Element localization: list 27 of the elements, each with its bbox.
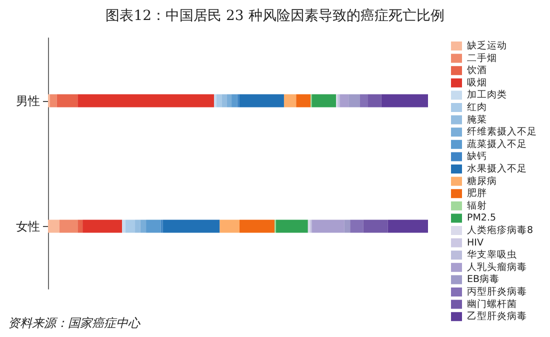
legend-label: 蔬菜摄入不足	[467, 138, 527, 150]
legend-label: 丙型肝炎病毒	[467, 286, 527, 298]
legend-label: 红肉	[467, 101, 487, 113]
legend-label: 饮酒	[466, 64, 487, 76]
legend-label: 吸烟	[467, 76, 487, 88]
legend-label: 加工肉类	[467, 88, 507, 101]
legend-label: 肥胖	[467, 187, 487, 200]
legend-label: 缺钙	[467, 150, 487, 162]
legend-label: 腌菜	[467, 113, 487, 126]
legend-label: 纤维素摄入不足	[467, 126, 537, 138]
chart-title: 图表12：中国居民 23 种风险因素导致的癌症死亡比例	[106, 8, 444, 24]
legend-label: HIV	[467, 237, 484, 248]
y-tick-label: 男性	[16, 94, 40, 108]
legend-label: 幽门螺杆菌	[467, 298, 517, 310]
y-tick-label: 女性	[16, 219, 40, 234]
legend-label: EB病毒	[467, 273, 500, 286]
legend-label: 辐射	[467, 199, 487, 212]
legend-label: 人乳头瘤病毒	[467, 260, 527, 273]
text: 资料来源：国家癌症中心	[8, 316, 141, 330]
legend-label: 人类疱疹病毒8	[467, 224, 534, 236]
legend-label: PM2.5	[467, 212, 496, 224]
legend-label: 二手烟	[467, 52, 497, 64]
legend-label: 糖尿病	[467, 174, 497, 187]
legend-label: 缺乏运动	[467, 40, 507, 52]
legend-label: 水果摄入不足	[467, 162, 527, 174]
legend-label: 华支睾吸虫	[467, 248, 517, 261]
legend-label: 乙型肝炎病毒	[467, 310, 527, 322]
